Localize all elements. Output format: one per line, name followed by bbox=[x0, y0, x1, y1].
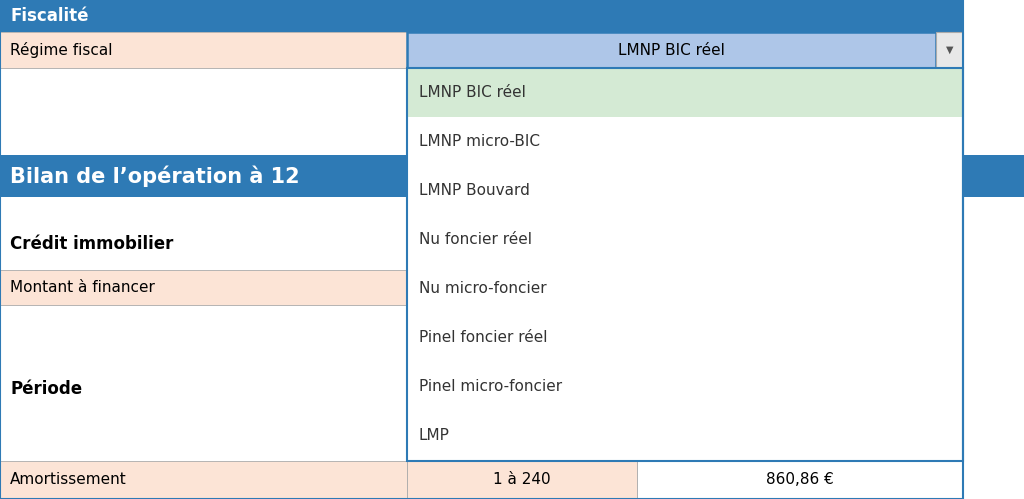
Text: Pinel foncier réel: Pinel foncier réel bbox=[419, 330, 548, 345]
Text: LMNP micro-BIC: LMNP micro-BIC bbox=[419, 134, 540, 149]
Text: Amortissement: Amortissement bbox=[10, 473, 127, 488]
Text: ▼: ▼ bbox=[946, 45, 953, 55]
Text: Nu foncier réel: Nu foncier réel bbox=[419, 232, 532, 247]
Bar bbox=[0, 155, 407, 197]
Text: LMNP BIC réel: LMNP BIC réel bbox=[618, 42, 725, 57]
Bar bbox=[0, 197, 407, 461]
Text: LMNP BIC réel: LMNP BIC réel bbox=[419, 85, 526, 100]
Text: Période: Période bbox=[10, 380, 82, 398]
Bar bbox=[0, 461, 407, 499]
Text: Bilan de l’opération à 12: Bilan de l’opération à 12 bbox=[10, 165, 300, 187]
Text: Pinel micro-foncier: Pinel micro-foncier bbox=[419, 379, 562, 394]
Bar bbox=[407, 32, 936, 68]
Bar bbox=[637, 461, 963, 499]
Bar bbox=[963, 155, 1024, 197]
Bar bbox=[407, 461, 637, 499]
Text: 1 à 240: 1 à 240 bbox=[494, 473, 551, 488]
Bar bbox=[407, 117, 963, 166]
Bar bbox=[407, 68, 963, 461]
Bar bbox=[407, 362, 963, 411]
Bar bbox=[407, 166, 963, 215]
Bar bbox=[936, 32, 963, 68]
Text: LMP: LMP bbox=[419, 429, 450, 444]
Text: Fiscalité: Fiscalité bbox=[10, 7, 88, 25]
Text: Régime fiscal: Régime fiscal bbox=[10, 42, 113, 58]
Bar bbox=[0, 270, 407, 305]
Bar bbox=[407, 411, 963, 461]
Bar bbox=[407, 68, 963, 461]
Bar bbox=[407, 264, 963, 313]
Bar bbox=[407, 313, 963, 362]
Text: Crédit immobilier: Crédit immobilier bbox=[10, 235, 173, 253]
Bar bbox=[407, 215, 963, 264]
Text: LMNP Bouvard: LMNP Bouvard bbox=[419, 183, 529, 198]
Text: 860,86 €: 860,86 € bbox=[766, 473, 834, 488]
Text: Montant à financer: Montant à financer bbox=[10, 280, 155, 295]
Text: Nu micro-foncier: Nu micro-foncier bbox=[419, 281, 547, 296]
Bar bbox=[0, 0, 963, 32]
Bar bbox=[0, 32, 407, 68]
Bar bbox=[407, 68, 963, 117]
